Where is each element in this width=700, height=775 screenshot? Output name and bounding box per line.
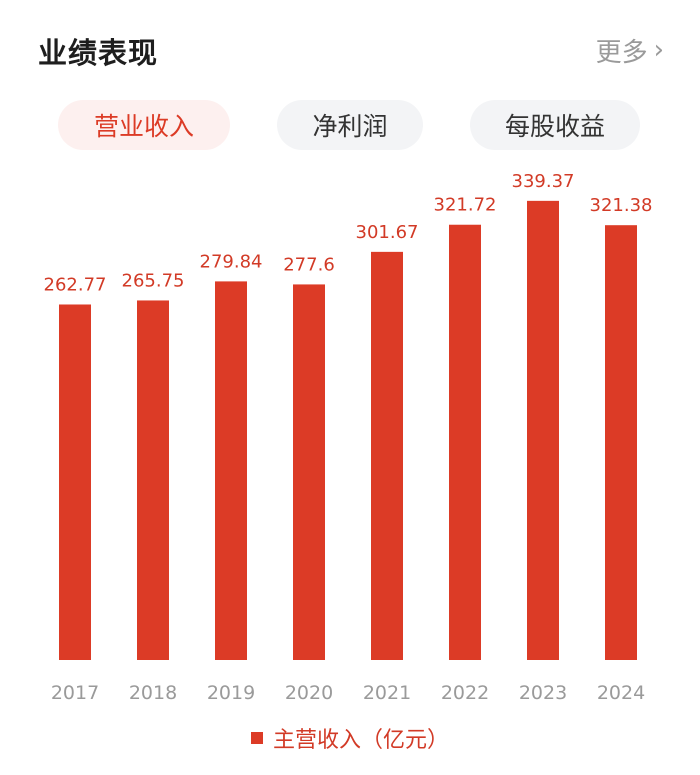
data-label-2022: 321.72 xyxy=(434,195,497,216)
bar-2020[interactable] xyxy=(293,284,325,660)
tab-eps-label: 每股收益 xyxy=(504,112,605,141)
tab-revenue-label: 营业收入 xyxy=(93,112,194,141)
tab-eps[interactable]: 每股收益 xyxy=(470,100,640,150)
data-label-2017: 262.77 xyxy=(44,274,107,295)
bar-2019[interactable] xyxy=(215,281,247,660)
more-link[interactable]: 更多 › xyxy=(596,32,664,69)
more-label: 更多 xyxy=(595,38,648,68)
bar-2018[interactable] xyxy=(137,300,169,660)
x-tick-label-2024: 2024 xyxy=(597,682,645,704)
bar-2022[interactable] xyxy=(449,224,481,661)
section-title: 业绩表现 xyxy=(38,36,159,70)
x-tick-label-2020: 2020 xyxy=(285,682,333,704)
bar-2023[interactable] xyxy=(527,200,559,660)
data-label-2020: 277.6 xyxy=(283,254,335,275)
data-label-2023: 339.37 xyxy=(512,171,575,192)
data-label-2019: 279.84 xyxy=(200,251,263,272)
tab-net-profit[interactable]: 净利润 xyxy=(277,100,423,150)
tab-net-profit-label: 净利润 xyxy=(312,112,388,141)
chevron-right-icon: › xyxy=(653,34,664,65)
bar-2017[interactable] xyxy=(59,304,91,660)
x-tick-label-2018: 2018 xyxy=(129,682,177,704)
x-tick-label-2017: 2017 xyxy=(51,682,99,704)
data-label-2021: 301.67 xyxy=(356,222,419,243)
legend-label: 主营收入（亿元） xyxy=(272,728,449,753)
metric-tabs: 营业收入 净利润 每股收益 xyxy=(0,100,700,150)
tab-revenue[interactable]: 营业收入 xyxy=(58,100,230,150)
revenue-bar-chart: 262.77 2017 265.75 2018 279.84 2019 277.6 2020 3… xyxy=(44,171,653,704)
bar-2021[interactable] xyxy=(371,251,403,660)
section-header: 业绩表现 更多 › xyxy=(0,0,700,96)
x-tick-label-2023: 2023 xyxy=(519,682,567,704)
x-tick-label-2022: 2022 xyxy=(441,682,489,704)
bar-2024[interactable] xyxy=(605,225,637,660)
legend-swatch xyxy=(250,732,263,744)
data-label-2024: 321.38 xyxy=(590,195,653,216)
data-label-2018: 265.75 xyxy=(122,270,185,291)
x-tick-label-2019: 2019 xyxy=(207,682,255,704)
chart-legend: 主营收入（亿元） xyxy=(0,722,700,754)
x-tick-label-2021: 2021 xyxy=(363,682,411,704)
